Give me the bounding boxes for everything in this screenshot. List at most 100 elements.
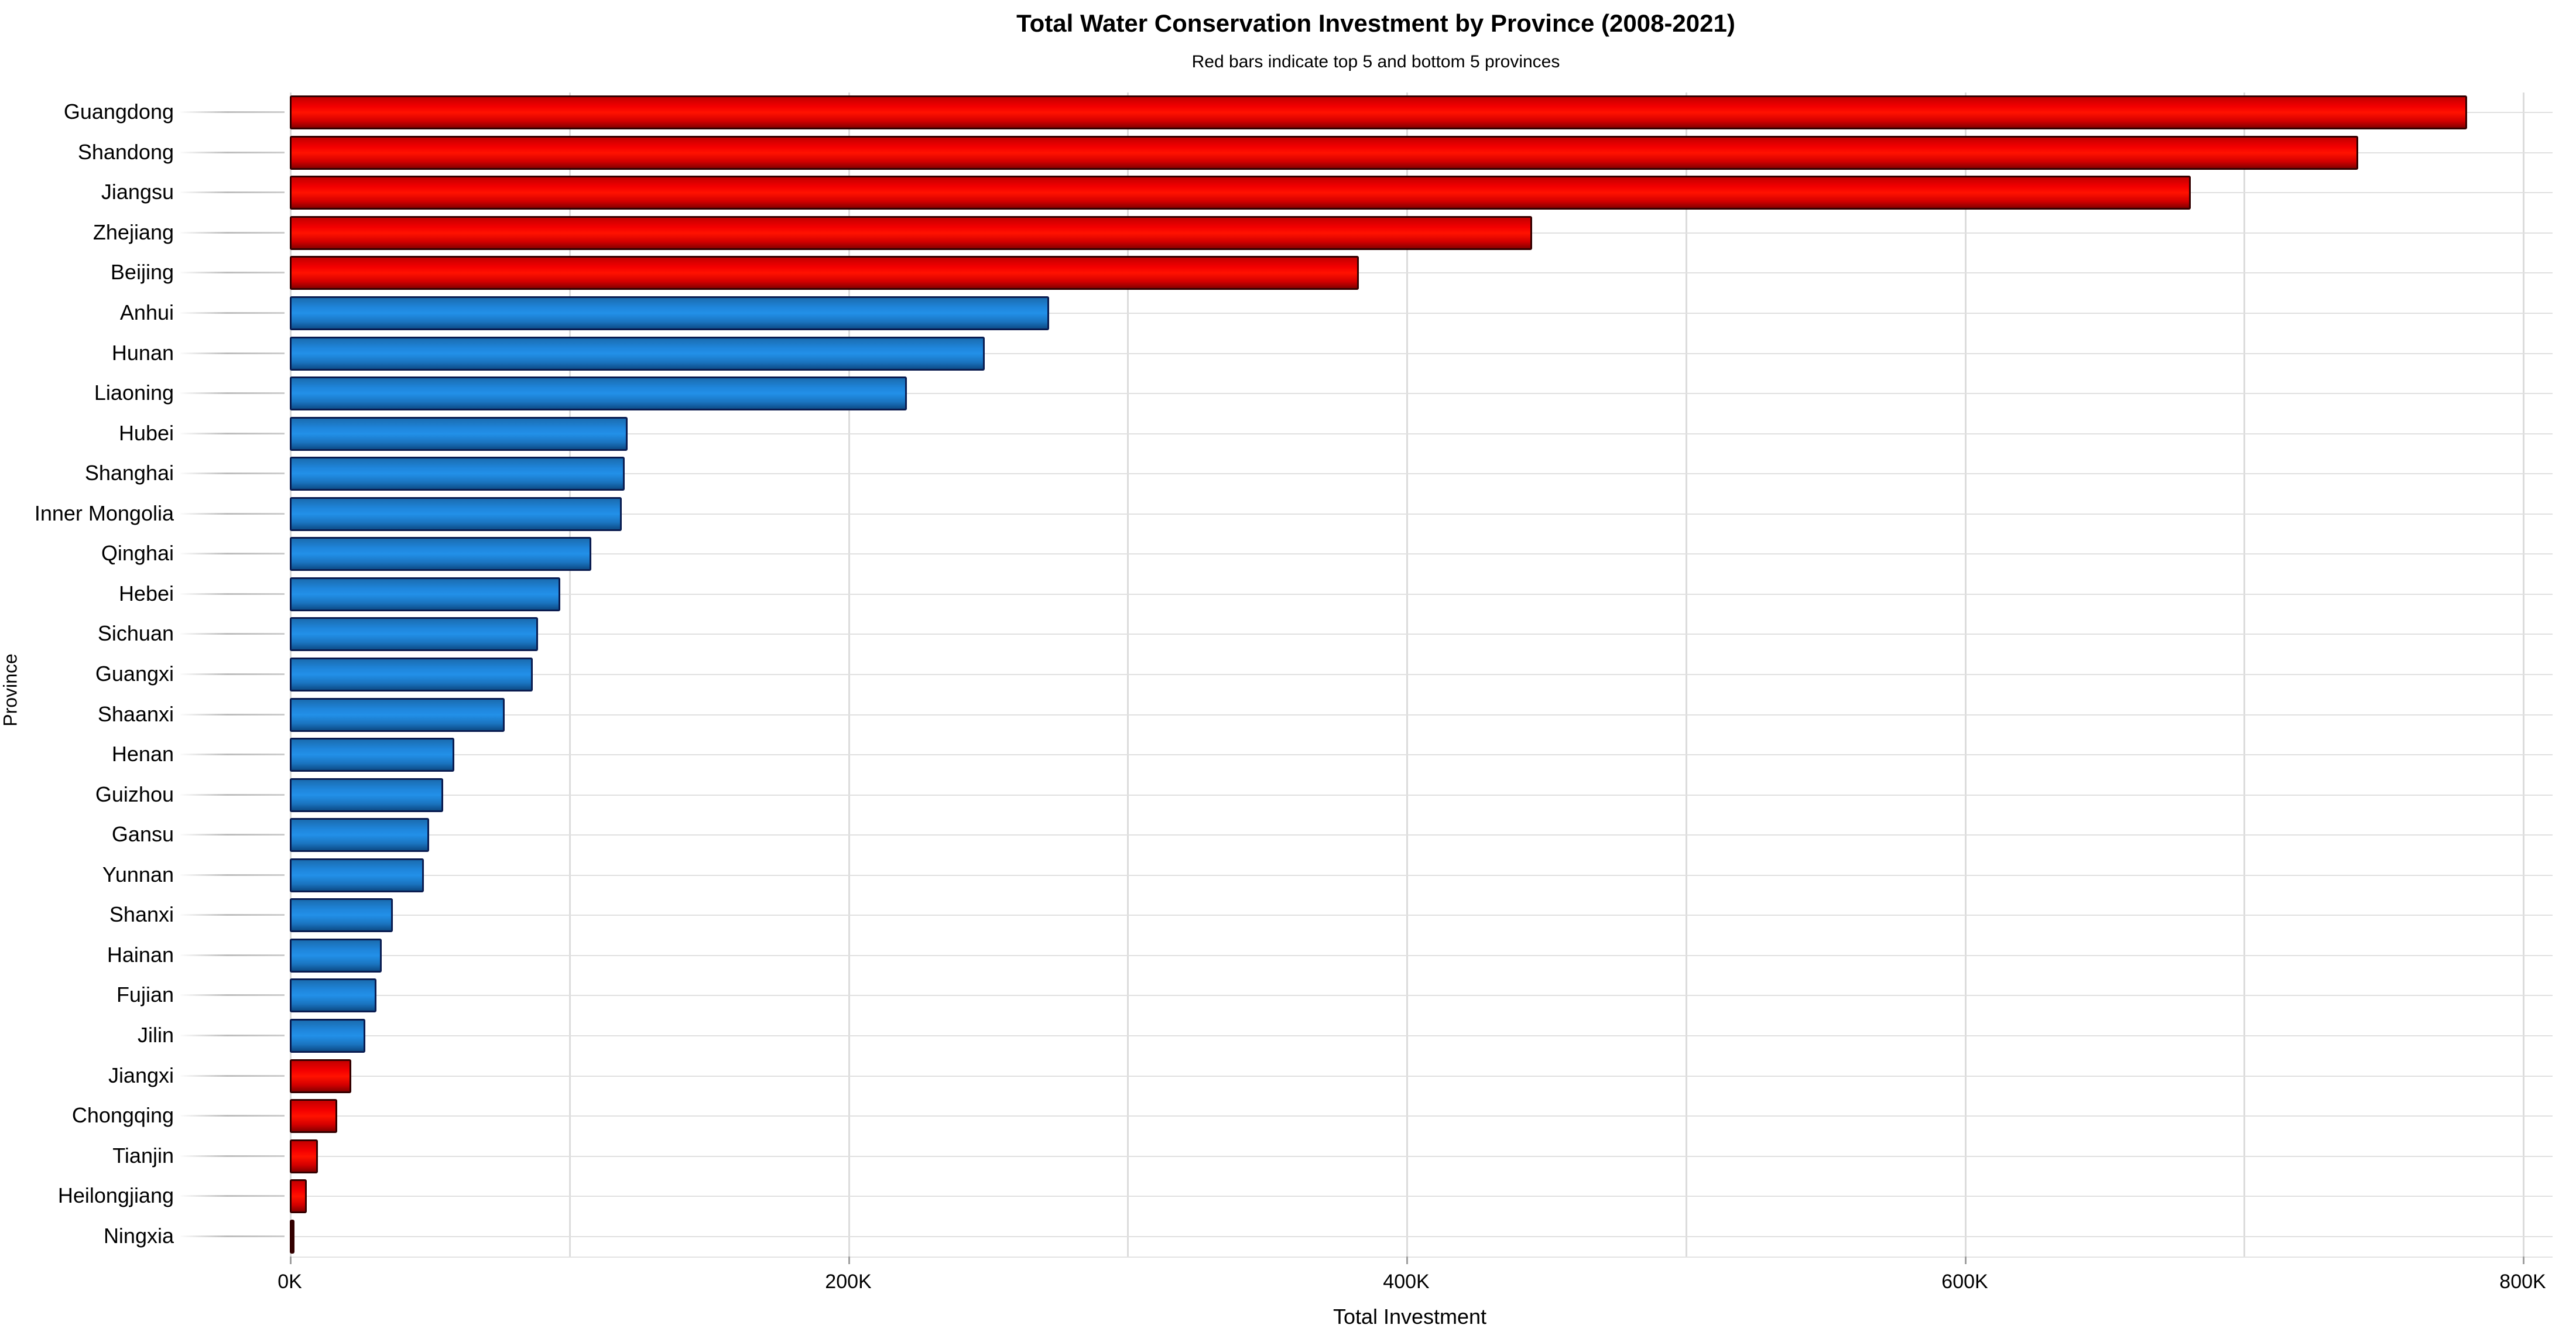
- y-tick-label: Jiangsu: [101, 180, 174, 204]
- row-gridline: [290, 915, 2553, 916]
- row-gridline: [290, 313, 2553, 314]
- y-tick-label: Shaanxi: [97, 702, 174, 726]
- y-tick-leader-line: [180, 874, 285, 876]
- chart-subtitle: Red bars indicate top 5 and bottom 5 pro…: [1191, 52, 1560, 71]
- y-tick-label: Henan: [111, 742, 174, 766]
- x-axis-title: Total Investment: [1332, 1305, 1487, 1329]
- y-tick-leader-line: [180, 513, 285, 515]
- y-tick-label: Heilongjiang: [57, 1183, 174, 1207]
- bar-jiangsu: [290, 176, 2191, 210]
- bar-fujian: [290, 978, 376, 1012]
- x-tick-mark: [290, 1257, 292, 1264]
- x-tick-mark: [2523, 1257, 2524, 1264]
- y-tick-leader-line: [180, 312, 285, 314]
- y-tick-leader-line: [180, 111, 285, 113]
- y-tick-leader-line: [180, 473, 285, 474]
- y-tick-leader-line: [180, 794, 285, 796]
- row-gridline: [290, 754, 2553, 755]
- y-tick-leader-line: [180, 1115, 285, 1117]
- row-gridline: [290, 875, 2553, 876]
- y-tick-leader-line: [180, 352, 285, 354]
- y-tick-leader-line: [180, 433, 285, 434]
- y-tick-leader-line: [180, 834, 285, 836]
- y-tick-leader-line: [180, 1075, 285, 1077]
- y-axis-labels: Guangdong Shandong Jiangsu Zhejiang Beijing A…: [0, 93, 290, 1257]
- x-tick-label: 0K: [278, 1271, 302, 1293]
- row-gridline: [290, 1236, 2553, 1237]
- bar-chongqing: [290, 1099, 337, 1133]
- chart-title: Total Water Conservation Investment by P…: [1016, 9, 1735, 37]
- row-gridline: [290, 353, 2553, 354]
- y-tick-label: Guizhou: [95, 782, 174, 806]
- row-gridline: [290, 834, 2553, 836]
- row-gridline: [290, 674, 2553, 675]
- row-gridline: [290, 1196, 2553, 1197]
- y-tick-label: Guangxi: [95, 662, 174, 686]
- row-gridline: [290, 272, 2553, 273]
- bar-shaanxi: [290, 698, 505, 732]
- bar-sichuan: [290, 617, 538, 651]
- y-tick-leader-line: [180, 553, 285, 554]
- row-gridline: [290, 514, 2553, 515]
- bar-gansu: [290, 818, 429, 852]
- row-gridline: [290, 1156, 2553, 1157]
- y-tick-label: Yunnan: [102, 862, 174, 886]
- row-gridline: [290, 634, 2553, 635]
- bar-hebei: [290, 577, 560, 611]
- y-tick-leader-line: [180, 914, 285, 916]
- x-tick-label: 200K: [825, 1271, 872, 1293]
- y-tick-label: Hainan: [107, 943, 174, 967]
- y-tick-label: Ningxia: [103, 1224, 174, 1248]
- bar-jiangxi: [290, 1059, 351, 1093]
- y-tick-label: Hebei: [118, 581, 174, 605]
- plot-area: 0K 200K 400K 600K 800K Total Investment: [278, 93, 2553, 1329]
- y-tick-label: Fujian: [116, 983, 174, 1007]
- row-gridline: [290, 995, 2553, 996]
- y-tick-leader-line: [180, 714, 285, 716]
- bar-jilin: [290, 1019, 365, 1053]
- row-gridline: [290, 433, 2553, 434]
- y-tick-label: Hubei: [118, 421, 174, 445]
- x-tick-label: 600K: [1941, 1271, 1988, 1293]
- y-tick-leader-line: [180, 152, 285, 153]
- bar-anhui: [290, 296, 1049, 330]
- bar-liaoning: [290, 376, 907, 410]
- bar-guangdong: [290, 95, 2467, 129]
- y-tick-label: Shanxi: [109, 902, 174, 926]
- y-tick-leader-line: [180, 1195, 285, 1197]
- row-gridline: [290, 795, 2553, 796]
- bar-henan: [290, 738, 454, 772]
- y-tick-leader-line: [180, 191, 285, 193]
- x-tick-label: 400K: [1383, 1271, 1430, 1293]
- y-tick-leader-line: [180, 954, 285, 956]
- y-tick-leader-line: [180, 633, 285, 635]
- row-gridline: [290, 393, 2553, 394]
- y-tick-label: Chongqing: [71, 1103, 174, 1127]
- row-gridline: [290, 1035, 2553, 1036]
- bar-guizhou: [290, 778, 443, 812]
- y-tick-label: Beijing: [110, 260, 174, 284]
- x-tick-mark: [1406, 1257, 1408, 1264]
- row-gridline: [290, 473, 2553, 474]
- y-tick-label: Inner Mongolia: [34, 501, 174, 525]
- y-tick-label: Jiangxi: [108, 1063, 174, 1087]
- row-gridline: [290, 553, 2553, 554]
- y-tick-leader-line: [180, 593, 285, 595]
- y-tick-label: Jilin: [137, 1023, 174, 1047]
- y-tick-label: Guangdong: [63, 100, 174, 124]
- x-tick-mark: [1965, 1257, 1967, 1264]
- y-tick-leader-line: [180, 994, 285, 996]
- bar-ningxia: [290, 1220, 294, 1254]
- bar-shanxi: [290, 898, 393, 932]
- y-tick-label: Zhejiang: [93, 220, 174, 244]
- bar-zhejiang: [290, 216, 1532, 250]
- bar-tianjin: [290, 1139, 318, 1173]
- y-tick-leader-line: [180, 1035, 285, 1036]
- x-tick-label: 800K: [2499, 1271, 2546, 1293]
- bar-yunnan: [290, 858, 424, 892]
- chart-header: Total Water Conservation Investment by P…: [176, 8, 2576, 73]
- bar-inner-mongolia: [290, 497, 622, 531]
- y-tick-leader-line: [180, 1235, 285, 1237]
- y-tick-leader-line: [180, 754, 285, 755]
